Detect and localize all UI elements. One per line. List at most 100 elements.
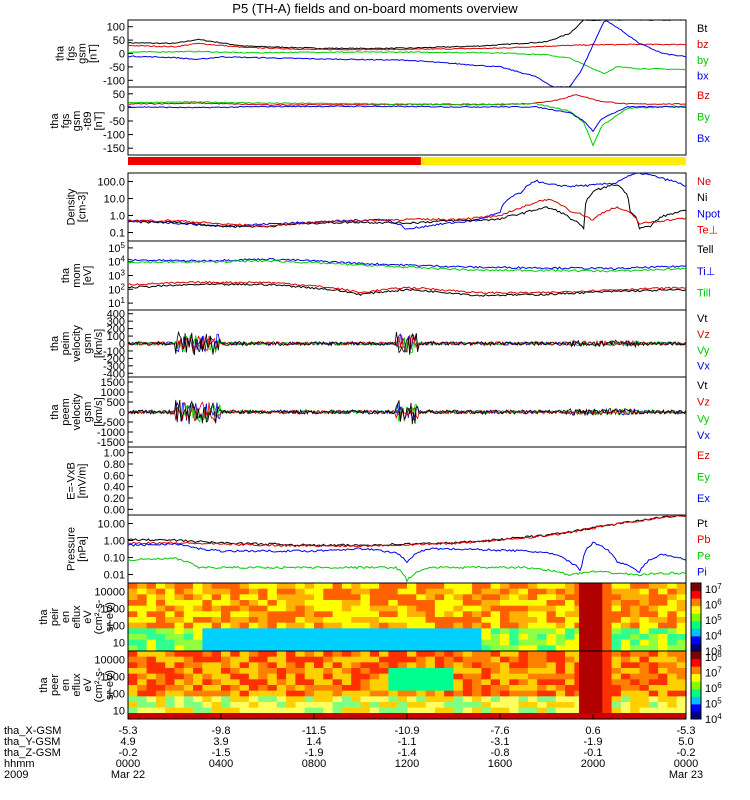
spectrogram-cell: [295, 690, 306, 697]
y-tick-label: 10.00: [97, 519, 125, 531]
spectrogram-cell: [416, 628, 427, 635]
spectrogram-cell: [462, 617, 473, 624]
spectrogram-cell: [500, 685, 510, 692]
spectrogram-cell: [323, 656, 334, 663]
spectrogram-cell: [165, 622, 176, 629]
spectrogram-cell: [453, 651, 464, 658]
spectrogram-cell: [323, 702, 334, 709]
x-row-label: tha_X-GSM: [4, 725, 61, 737]
spectrogram-cell: [351, 690, 362, 697]
spectrogram-cell: [518, 588, 529, 595]
spectrogram-cell: [425, 622, 436, 629]
spectrogram-cell: [425, 605, 436, 612]
spectrogram-cell: [472, 651, 482, 658]
spectrogram-cell: [137, 588, 148, 595]
spectrogram-cell: [304, 668, 315, 675]
spectrogram-cell: [667, 634, 678, 641]
spectrogram-cell: [146, 588, 157, 595]
spectrogram-cell: [183, 690, 194, 697]
spectrogram-cell: [128, 588, 138, 595]
spectrogram-cell: [174, 696, 185, 703]
series-Bt: [127, 19, 686, 50]
spectrogram-cell: [202, 702, 213, 709]
spectrogram-cell: [332, 702, 343, 709]
spectrogram-cell: [211, 611, 222, 618]
y-tick-label: 1500: [101, 377, 125, 389]
spectrogram-cell: [369, 685, 380, 692]
spectrogram-cell: [472, 702, 482, 709]
velocity-trace: [127, 399, 687, 425]
spectrogram-cell: [602, 622, 613, 629]
spectrogram-cell: [537, 600, 548, 607]
spectrogram-cell: [388, 628, 399, 635]
spectrogram-cell: [555, 696, 566, 703]
spectrogram-cell: [341, 645, 352, 652]
spectrogram-cell: [341, 690, 352, 697]
spectrogram-cell: [620, 622, 631, 629]
spectrogram-cell: [174, 634, 185, 641]
spectrogram-cell: [221, 583, 231, 590]
spectrogram-cell: [602, 673, 613, 680]
spectrogram-cell: [137, 662, 148, 669]
y-tick-label: 0.01: [104, 570, 125, 582]
spectrogram-cell: [174, 679, 185, 686]
spectrogram-cell: [211, 651, 222, 658]
x-tick-time: 1600: [488, 758, 512, 770]
x-tick-gsm-x: -5.3: [119, 725, 138, 737]
spectrogram-cell: [500, 634, 510, 641]
spectrogram-cell: [416, 639, 427, 646]
spectrogram-cell: [230, 617, 241, 624]
spectrogram-cell: [379, 639, 389, 646]
y-axis-label: eV: [82, 610, 94, 624]
spectrogram-cell: [258, 600, 269, 607]
spectrogram-cell: [351, 600, 362, 607]
figure-title: P5 (TH-A) fields and on-board moments ov…: [232, 1, 518, 16]
spectrogram-cell: [462, 588, 473, 595]
spectrogram-cell: [472, 600, 482, 607]
spectrogram-cell: [481, 690, 492, 697]
spectrogram-cell: [323, 651, 334, 658]
spectrogram-cell: [174, 605, 185, 612]
spectrogram-cell: [332, 634, 343, 641]
spectrogram-cell: [379, 673, 389, 680]
spectrogram-cell: [500, 679, 510, 686]
spectrogram-cell: [248, 668, 259, 675]
spectrogram-cell: [258, 685, 269, 692]
spectrogram-cell: [639, 622, 650, 629]
spectrogram-cell: [658, 707, 668, 714]
spectrogram-cell: [453, 617, 464, 624]
spectrogram-cell: [434, 662, 445, 669]
spectrogram-cell: [555, 673, 566, 680]
spectrogram-cell: [276, 605, 287, 612]
spectrogram-cell: [490, 594, 501, 601]
spectrogram-cell: [314, 611, 324, 618]
spectrogram-cell: [146, 639, 157, 646]
spectrogram-cell: [286, 645, 296, 652]
spectrogram-cell: [193, 594, 203, 601]
spectrogram-cell: [276, 679, 287, 686]
spectrogram-cell: [304, 583, 315, 590]
spectrogram-cell: [490, 622, 501, 629]
x-tick-gsm-y: 1.4: [306, 736, 321, 748]
spectrogram-cell: [416, 600, 427, 607]
spectrogram-cell: [648, 662, 659, 669]
spectrogram-cell: [239, 600, 250, 607]
series-Ti: [127, 257, 687, 271]
y-axis-label: velocity: [71, 393, 83, 430]
spectrogram-cell: [527, 605, 538, 612]
spectrogram-cell: [407, 707, 417, 714]
spectrogram-cell: [230, 611, 241, 618]
spectrogram-cell: [425, 656, 436, 663]
spectrogram-cell: [258, 583, 269, 590]
spectrogram-cell: [555, 617, 566, 624]
x-tick-gsm-z: -1.4: [398, 747, 417, 759]
spectrogram-cell: [193, 600, 203, 607]
spectrogram-cell: [211, 583, 222, 590]
spectrogram-cell: [146, 702, 157, 709]
spectrogram-cell: [518, 605, 529, 612]
spectrogram-cell: [165, 634, 176, 641]
colorbar-segment: [691, 628, 701, 637]
legend-entry: Till: [697, 288, 711, 300]
spectrogram-cell: [546, 656, 557, 663]
spectrogram-cell: [183, 600, 194, 607]
